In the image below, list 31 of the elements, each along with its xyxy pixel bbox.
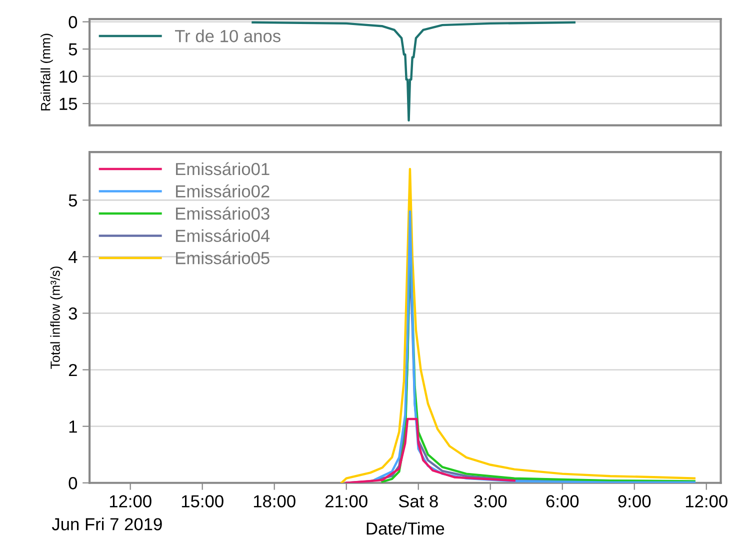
text: Jun Fri 7 2019 [52,518,162,530]
x-axis-title: Date/Time [366,522,444,535]
legend-label: Emissário03 [176,206,270,220]
legend-label: Emissário05 [176,251,270,264]
x-tick-label: 18:00 [254,495,296,508]
legend-label: Emissário01 [176,162,270,176]
line-series [345,418,516,483]
legend-label: Tr de 10 anos [175,29,280,42]
x-tick-label: 9:00 [618,495,651,508]
y-axis-title: Rainfall (mm) [40,34,53,110]
x-tick-label: Sat 8 [398,495,438,508]
x-tick-label: 15:00 [182,495,224,508]
x-tick-label: 21:00 [326,495,368,508]
y-tick-label: 5 [68,194,78,207]
y-tick-label: 2 [68,364,77,376]
x-tick-label: 6:00 [546,495,579,508]
y-tick-label: 10 [60,70,78,83]
y-axis-title: Total inflow (m³/s) [50,266,63,369]
y-tick-label: 0 [68,16,78,28]
x-tick-label: 12:00 [110,495,152,508]
y-tick-label: 5 [68,43,78,56]
y-tick-label: 3 [68,307,77,320]
legend-label: Emissário02 [176,184,270,198]
y-tick-label: 4 [68,251,78,263]
y-tick-label: 15 [60,98,78,110]
legend-label: Emissário04 [176,229,270,242]
y-tick-label: 0 [68,477,78,490]
line-series [340,168,696,483]
x-tick-label: 12:00 [686,495,728,508]
x-tick-label: 3:00 [474,495,507,508]
y-tick-label: 1 [69,420,77,433]
